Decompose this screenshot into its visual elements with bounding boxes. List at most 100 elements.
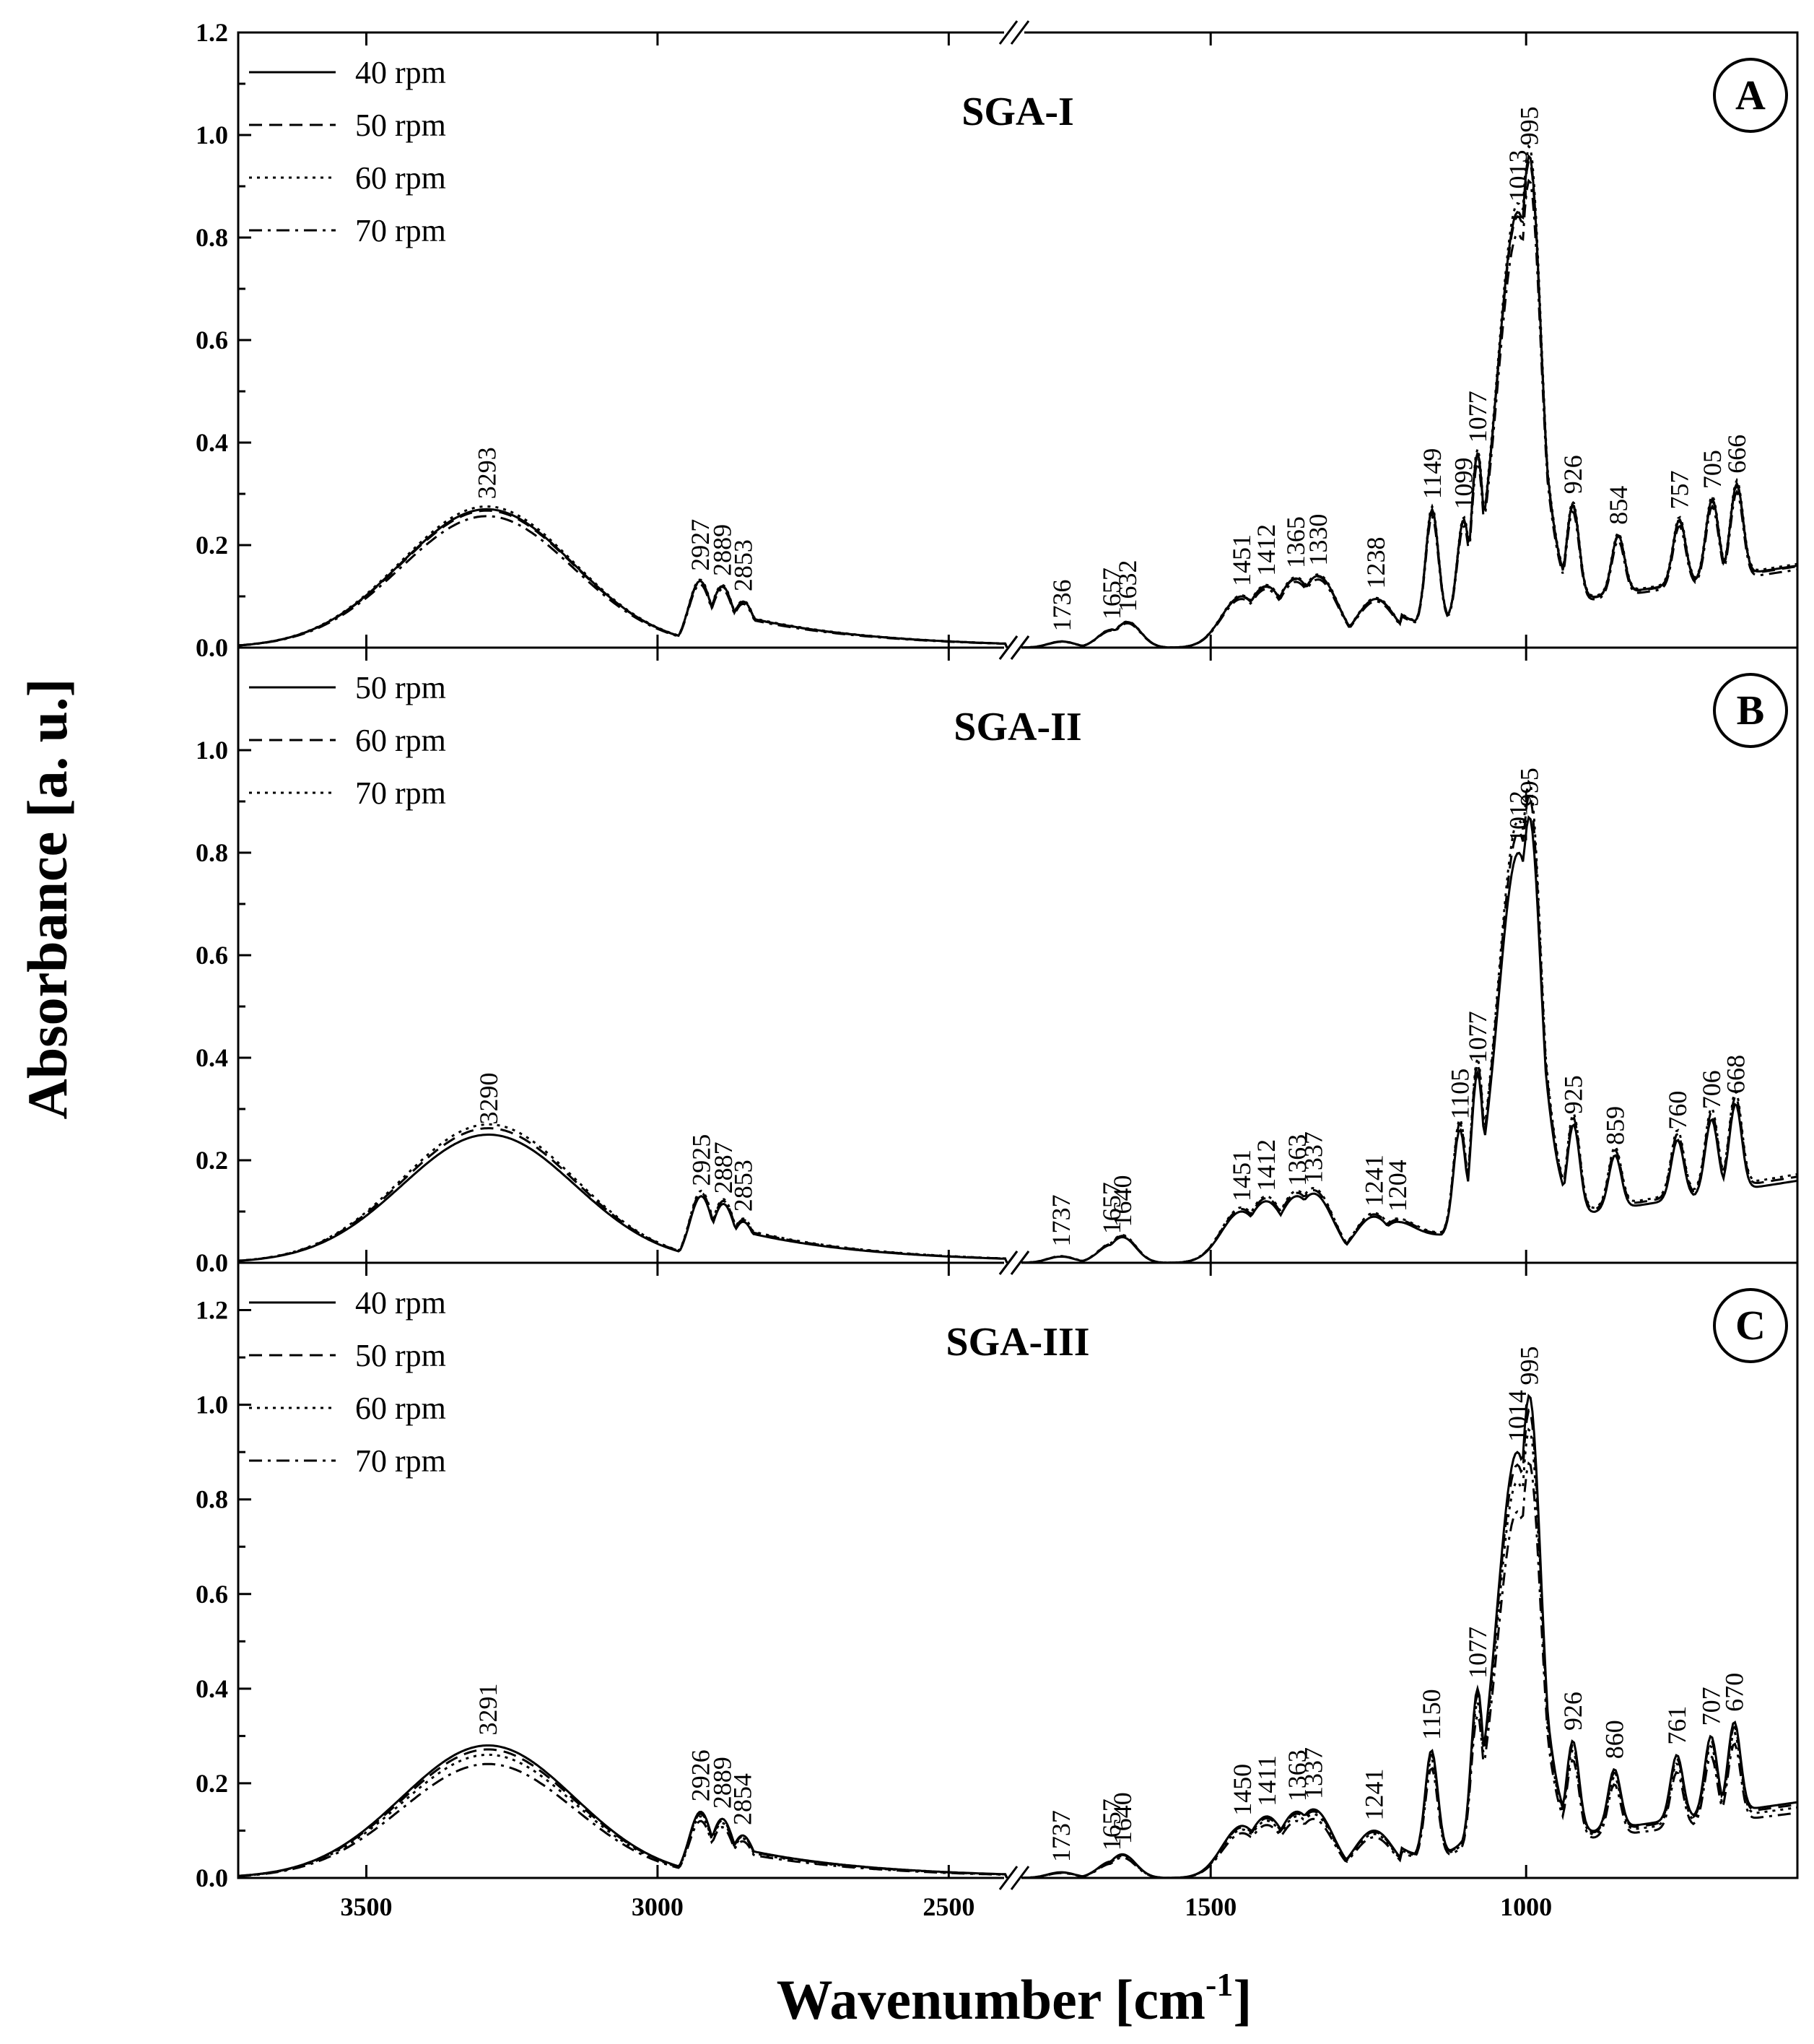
peak-label: 2887 xyxy=(709,1141,738,1193)
axis-break-mark xyxy=(1010,635,1030,660)
x-axis-title-suffix: ] xyxy=(1233,1968,1252,2031)
plot-frame-left xyxy=(237,31,1004,649)
peak-label: 1099 xyxy=(1449,458,1478,510)
peak-label: 2854 xyxy=(728,1773,757,1825)
x-tick-label: 2500 xyxy=(923,1892,974,1921)
series-line-70-rpm xyxy=(237,779,1798,1264)
legend-label: 70 rpm xyxy=(355,213,446,248)
legend-label: 60 rpm xyxy=(355,723,446,758)
y-tick-label: 0.8 xyxy=(196,838,228,867)
peak-label: 926 xyxy=(1558,1692,1587,1731)
plot-frame-left xyxy=(237,646,1004,1264)
y-tick-label: 0.0 xyxy=(196,1863,228,1892)
y-axis-title: Absorbance [a. u.] xyxy=(16,678,79,1119)
peak-label: 854 xyxy=(1604,486,1633,525)
legend-label: 40 rpm xyxy=(355,55,446,90)
peak-label: 1657 xyxy=(1097,1182,1126,1234)
peak-label: 1149 xyxy=(1418,448,1447,500)
peak-label: 1241 xyxy=(1360,1768,1389,1820)
peak-label: 1737 xyxy=(1047,1194,1076,1246)
peak-label: 3291 xyxy=(474,1683,502,1735)
peak-label: 2926 xyxy=(686,1749,715,1801)
peak-label: 670 xyxy=(1720,1673,1749,1712)
peak-label: 1105 xyxy=(1445,1069,1474,1120)
y-tick-label: 0.4 xyxy=(196,1674,228,1703)
axis-break-mark xyxy=(998,1866,1019,1890)
x-tick-label: 1500 xyxy=(1185,1892,1237,1921)
y-tick-label: 1.2 xyxy=(196,18,228,47)
series-line-50-rpm xyxy=(237,815,1798,1264)
peak-label: 2927 xyxy=(686,519,715,571)
legend-label: 40 rpm xyxy=(355,1285,446,1321)
peak-label: 1412 xyxy=(1252,1139,1281,1191)
peak-label: 1330 xyxy=(1304,514,1333,566)
series-line-60-rpm xyxy=(237,793,1798,1264)
peak-label: 1657 xyxy=(1097,567,1126,619)
peak-label: 761 xyxy=(1662,1706,1691,1745)
panel-letter-circle xyxy=(1713,1288,1788,1363)
y-tick-label: 0.8 xyxy=(196,1485,228,1514)
axis-break-mark xyxy=(998,1251,1019,1275)
y-tick-label: 1.0 xyxy=(196,736,228,765)
y-tick-label: 0.6 xyxy=(196,941,228,970)
peak-label: 3293 xyxy=(473,447,502,499)
y-tick-label: 0.0 xyxy=(196,633,228,662)
series-line-40-rpm xyxy=(237,154,1798,649)
axis-break-mark xyxy=(1010,1866,1030,1890)
peak-label: 706 xyxy=(1697,1070,1726,1109)
peak-label: 1238 xyxy=(1361,537,1390,589)
peak-label: 707 xyxy=(1696,1687,1725,1726)
peak-label: 1737 xyxy=(1047,1810,1076,1862)
peak-label: 926 xyxy=(1558,455,1587,494)
legend-label: 60 rpm xyxy=(355,1391,446,1426)
peak-label: 668 xyxy=(1721,1055,1750,1094)
x-tick-label: 1000 xyxy=(1500,1892,1552,1921)
peak-label: 1363 xyxy=(1283,1749,1312,1801)
x-axis-title-superscript: -1 xyxy=(1205,1966,1233,2003)
peak-label: 1077 xyxy=(1463,1627,1492,1679)
x-tick-label: 3000 xyxy=(632,1892,684,1921)
peak-label: 1411 xyxy=(1252,1755,1281,1806)
peak-label: 2889 xyxy=(707,524,736,576)
panel-letter-circle xyxy=(1713,673,1788,748)
x-axis-title: Wavenumber [cm-1] xyxy=(777,1966,1252,2031)
legend-label: 50 rpm xyxy=(355,670,446,705)
y-tick-label: 0.4 xyxy=(196,428,228,457)
panel-letter-circle xyxy=(1713,58,1788,133)
legend-label: 70 rpm xyxy=(355,775,446,811)
peak-label: 1365 xyxy=(1281,516,1310,568)
peak-label: 666 xyxy=(1722,435,1751,474)
y-tick-label: 0.8 xyxy=(196,223,228,252)
peak-label: 1337 xyxy=(1299,1131,1328,1183)
series-line-70-rpm xyxy=(237,178,1798,649)
panel-letter: A xyxy=(1735,71,1766,118)
panel-c: 0.0 0.2 0.4 0.6 0.8 1.0 1.2 40 rpm 50 rpm 60 rpm 7… xyxy=(196,1251,1799,1892)
peak-label: 1632 xyxy=(1113,560,1142,612)
axis-break-mark xyxy=(998,635,1019,660)
y-tick-label: 0.0 xyxy=(196,1248,228,1277)
panel-letter: C xyxy=(1735,1302,1766,1349)
peak-label: 859 xyxy=(1600,1106,1629,1145)
peak-label: 1077 xyxy=(1463,391,1492,443)
plot-frame-right xyxy=(1024,31,1799,649)
y-tick-label: 0.4 xyxy=(196,1043,228,1072)
peak-label: 2853 xyxy=(729,1160,758,1212)
peak-label: 2925 xyxy=(686,1134,715,1186)
peak-label: 1736 xyxy=(1047,579,1076,631)
peak-label: 760 xyxy=(1663,1091,1692,1130)
y-tick-label: 0.6 xyxy=(196,1580,228,1609)
peak-label: 1640 xyxy=(1108,1175,1137,1227)
peak-label: 1150 xyxy=(1417,1689,1446,1740)
panel-b: 0.0 0.2 0.4 0.6 0.8 1.0 50 rpm 60 rpm 70 rpm SGA-… xyxy=(196,635,1799,1277)
y-tick-label: 0.6 xyxy=(196,326,228,355)
peak-label: 1450 xyxy=(1228,1764,1257,1816)
panel-a: 0.0 0.2 0.4 0.6 0.8 1.0 1.2 40 rpm 50 rpm 60 rpm 7… xyxy=(196,18,1799,662)
y-tick-label: 1.2 xyxy=(196,1296,228,1325)
y-tick-label: 1.0 xyxy=(196,1391,228,1419)
peak-label: 1077 xyxy=(1463,1011,1492,1063)
plot-frame-left xyxy=(237,1261,1004,1879)
peak-label: 1451 xyxy=(1227,1149,1256,1201)
plot-frame-right xyxy=(1024,1261,1799,1879)
axis-break-mark xyxy=(998,20,1019,45)
